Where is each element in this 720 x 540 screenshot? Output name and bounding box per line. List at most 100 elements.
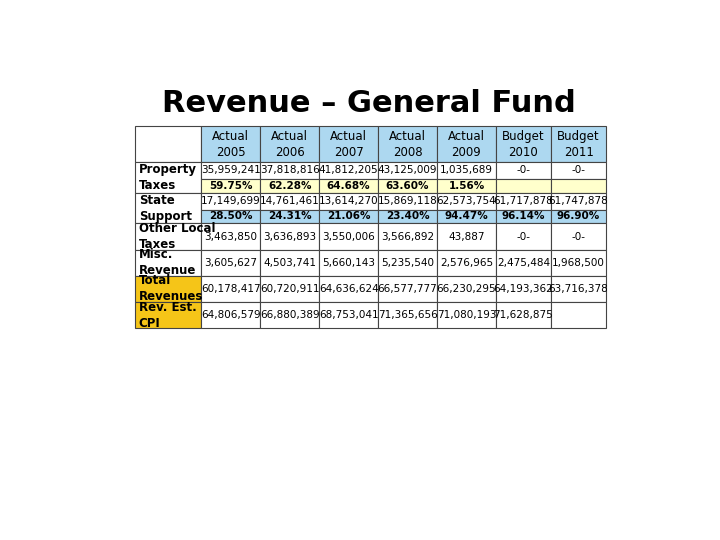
Bar	[551, 179, 606, 193]
Bar	[496, 193, 551, 210]
Bar	[135, 302, 202, 328]
Bar	[319, 224, 378, 249]
Text: Budget
2011: Budget 2011	[557, 130, 600, 159]
Text: 66,230,295: 66,230,295	[436, 284, 496, 294]
Bar	[202, 162, 261, 179]
Text: 15,869,118: 15,869,118	[378, 196, 438, 206]
Bar	[551, 302, 606, 328]
Text: 64.68%: 64.68%	[327, 181, 371, 191]
Bar	[496, 210, 551, 224]
Text: 96.14%: 96.14%	[502, 212, 545, 221]
Text: 1,968,500: 1,968,500	[552, 258, 605, 268]
Bar	[437, 302, 496, 328]
Text: State
Support: State Support	[139, 193, 192, 222]
Text: Revenue – General Fund: Revenue – General Fund	[162, 89, 576, 118]
Bar	[496, 179, 551, 193]
Bar	[319, 162, 378, 179]
Text: 41,812,205: 41,812,205	[319, 165, 379, 176]
Text: 96.90%: 96.90%	[557, 212, 600, 221]
Text: 23.40%: 23.40%	[386, 212, 429, 221]
Text: Misc.
Revenue: Misc. Revenue	[139, 248, 196, 277]
Text: 37,818,816: 37,818,816	[260, 165, 320, 176]
Bar	[437, 193, 496, 210]
Bar	[437, 224, 496, 249]
Text: 62.28%: 62.28%	[268, 181, 312, 191]
Text: 3,566,892: 3,566,892	[381, 232, 434, 241]
Bar	[202, 126, 261, 162]
Text: Other Local
Taxes: Other Local Taxes	[139, 222, 215, 251]
Text: 64,636,624: 64,636,624	[319, 284, 379, 294]
Text: Total
Revenues: Total Revenues	[139, 274, 203, 303]
Text: Actual
2007: Actual 2007	[330, 130, 367, 159]
Bar	[261, 193, 319, 210]
Text: 3,550,006: 3,550,006	[323, 232, 375, 241]
Bar	[378, 276, 437, 302]
Bar	[261, 162, 319, 179]
Bar	[551, 276, 606, 302]
Bar	[261, 249, 319, 276]
Text: -0-: -0-	[572, 232, 585, 241]
Bar	[261, 179, 319, 193]
Text: 68,753,041: 68,753,041	[319, 310, 379, 320]
Bar	[319, 126, 378, 162]
Text: 5,235,540: 5,235,540	[381, 258, 434, 268]
Bar	[319, 179, 378, 193]
Text: 13,614,270: 13,614,270	[319, 196, 379, 206]
Bar	[135, 126, 202, 162]
Text: 63.60%: 63.60%	[386, 181, 429, 191]
Text: 3,463,850: 3,463,850	[204, 232, 257, 241]
Bar	[496, 276, 551, 302]
Text: 2,475,484: 2,475,484	[497, 258, 550, 268]
Text: 2,576,965: 2,576,965	[440, 258, 493, 268]
Bar	[319, 193, 378, 210]
Text: Actual
2006: Actual 2006	[271, 130, 308, 159]
Text: 94.47%: 94.47%	[444, 212, 488, 221]
Text: -0-: -0-	[516, 232, 531, 241]
Bar	[551, 249, 606, 276]
Bar	[378, 249, 437, 276]
Text: 71,365,656: 71,365,656	[378, 310, 438, 320]
Bar	[437, 249, 496, 276]
Text: 43,887: 43,887	[449, 232, 485, 241]
Bar	[437, 162, 496, 179]
Text: Actual
2009: Actual 2009	[448, 130, 485, 159]
Bar	[319, 276, 378, 302]
Bar	[261, 210, 319, 224]
Bar	[261, 126, 319, 162]
Bar	[437, 126, 496, 162]
Bar	[437, 210, 496, 224]
Text: 1,035,689: 1,035,689	[440, 165, 493, 176]
Bar	[378, 224, 437, 249]
Text: 66,880,389: 66,880,389	[260, 310, 320, 320]
Text: 60,720,911: 60,720,911	[260, 284, 320, 294]
Bar	[261, 276, 319, 302]
Bar	[202, 249, 261, 276]
Text: 35,959,241: 35,959,241	[201, 165, 261, 176]
Text: Actual
2008: Actual 2008	[389, 130, 426, 159]
Text: 5,660,143: 5,660,143	[322, 258, 375, 268]
Bar	[202, 276, 261, 302]
Bar	[261, 224, 319, 249]
Text: 61,717,878: 61,717,878	[494, 196, 554, 206]
Bar	[378, 193, 437, 210]
Bar	[319, 210, 378, 224]
Text: Rev. Est.
CPI: Rev. Est. CPI	[139, 301, 197, 329]
Text: 63,716,378: 63,716,378	[549, 284, 608, 294]
Bar	[496, 249, 551, 276]
Bar	[378, 162, 437, 179]
Text: Budget
2010: Budget 2010	[502, 130, 545, 159]
Text: -0-: -0-	[572, 165, 585, 176]
Text: Property
Taxes: Property Taxes	[139, 163, 197, 192]
Text: 24.31%: 24.31%	[268, 212, 312, 221]
Bar	[437, 276, 496, 302]
Bar	[378, 179, 437, 193]
Text: 28.50%: 28.50%	[209, 212, 253, 221]
Text: 17,149,699: 17,149,699	[201, 196, 261, 206]
Bar	[202, 224, 261, 249]
Bar	[551, 126, 606, 162]
Bar	[551, 210, 606, 224]
Bar	[135, 224, 202, 249]
Text: 1.56%: 1.56%	[449, 181, 485, 191]
Text: 64,193,362: 64,193,362	[494, 284, 554, 294]
Bar	[202, 302, 261, 328]
